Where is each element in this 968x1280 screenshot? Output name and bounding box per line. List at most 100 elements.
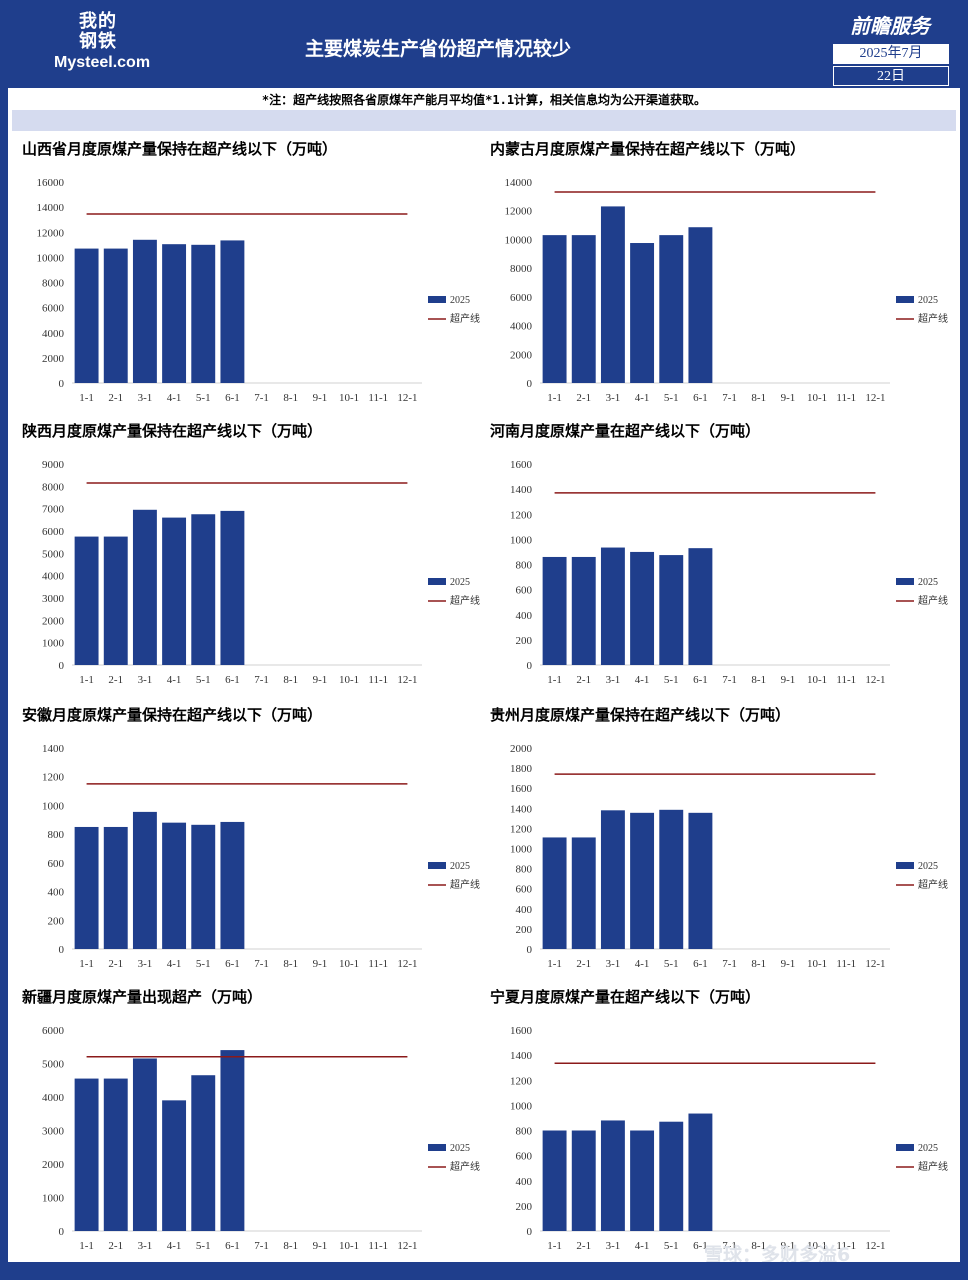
y-tick-label: 4000 [42,1092,65,1104]
y-tick-label: 10000 [505,234,533,246]
y-tick-label: 1000 [510,844,533,856]
y-tick-label: 800 [516,560,533,572]
x-tick-label: 5-1 [196,392,211,404]
y-tick-label: 0 [527,944,533,956]
chart-panel-xinjiang: 新疆月度原煤产量出现超产（万吨） 0 1000 2000 3000 4000 5000 600… [22,988,480,1252]
bar [688,548,713,665]
bar [162,1100,187,1231]
x-tick-label: 10-1 [339,958,359,970]
x-tick-label: 1-1 [79,392,94,404]
y-tick-label: 400 [516,610,533,622]
x-tick-label: 10-1 [339,674,359,686]
x-tick-label: 9-1 [313,674,328,686]
bar [571,556,596,665]
divider-band [12,110,956,131]
x-tick-label: 11-1 [836,392,856,404]
legend-label: 超产线 [450,878,480,891]
x-tick-label: 5-1 [664,958,679,970]
x-tick-label: 1-1 [79,958,94,970]
x-tick-label: 4-1 [635,392,650,404]
x-tick-label: 4-1 [635,1240,650,1252]
x-tick-label: 3-1 [606,1240,621,1252]
x-tick-label: 12-1 [865,392,885,404]
legend-label: 2025 [450,295,470,306]
header-bar: 我的钢铁 Mysteel.com 主要煤炭生产省份超产情况较少 前瞻服务 202… [8,8,960,88]
bar [220,821,245,949]
x-tick-label: 1-1 [547,1240,562,1252]
y-tick-label: 1400 [510,1050,533,1062]
bar [542,556,567,665]
x-tick-label: 2-1 [108,958,123,970]
y-tick-label: 0 [527,1226,533,1238]
y-tick-label: 4000 [42,571,65,583]
page-frame: 我的钢铁 Mysteel.com 主要煤炭生产省份超产情况较少 前瞻服务 202… [8,8,960,1270]
y-tick-label: 1800 [510,763,533,775]
y-tick-label: 200 [516,1201,533,1213]
y-tick-label: 400 [516,904,533,916]
bar [542,837,567,949]
x-tick-label: 9-1 [781,958,796,970]
legend-label: 超产线 [450,1160,480,1173]
x-tick-label: 6-1 [225,1240,240,1252]
x-tick-label: 9-1 [781,674,796,686]
y-tick-label: 0 [59,944,65,956]
y-tick-label: 400 [48,887,65,899]
legend-label: 超产线 [918,312,948,325]
legend-bar-swatch [896,1144,914,1151]
x-tick-label: 3-1 [138,958,153,970]
y-tick-label: 14000 [505,177,533,189]
bar [630,551,655,665]
x-tick-label: 6-1 [693,958,708,970]
x-tick-label: 9-1 [313,1240,328,1252]
x-tick-label: 8-1 [751,958,766,970]
legend-bar-swatch [428,1144,446,1151]
legend-label: 超产线 [918,1160,948,1173]
chart-panel-inner-mongolia: 内蒙古月度原煤产量保持在超产线以下（万吨） 0 2000 4000 6000 8000 10… [490,140,948,404]
y-tick-label: 3000 [42,1126,65,1138]
x-tick-label: 11-1 [368,958,388,970]
legend-label: 2025 [450,577,470,588]
bar [132,509,157,665]
x-tick-label: 1-1 [547,674,562,686]
legend-bar-swatch [896,862,914,869]
x-tick-label: 10-1 [339,392,359,404]
x-tick-label: 12-1 [397,1240,417,1252]
y-tick-label: 1000 [42,638,65,650]
bar [659,555,684,665]
y-tick-label: 6000 [42,1025,65,1037]
bar [103,1078,128,1231]
x-tick-label: 6-1 [693,1240,708,1252]
y-tick-label: 600 [516,1151,533,1163]
chart-panel-guizhou: 贵州月度原煤产量保持在超产线以下（万吨） 0 200 400 600 800 1000 120… [490,706,948,970]
y-tick-label: 8000 [510,263,533,275]
x-tick-label: 6-1 [225,958,240,970]
x-tick-label: 3-1 [606,392,621,404]
y-tick-label: 1000 [42,1193,65,1205]
x-tick-label: 9-1 [313,958,328,970]
footnote: *注：超产线按照各省原煤年产能月平均值*1.1计算，相关信息均为公开渠道获取。 [261,93,707,107]
y-tick-label: 4000 [42,328,65,340]
bar [659,809,684,949]
bar [74,1078,99,1231]
bar [600,547,625,665]
x-tick-label: 11-1 [836,674,856,686]
bar [600,1120,625,1231]
bar [659,1121,684,1231]
y-tick-label: 8000 [42,278,65,290]
x-tick-label: 5-1 [196,958,211,970]
y-tick-label: 200 [516,635,533,647]
legend-label: 2025 [918,577,938,588]
chart-title: 山西省月度原煤产量保持在超产线以下（万吨） [22,140,337,158]
bar [162,244,187,383]
x-tick-label: 2-1 [108,674,123,686]
bar [74,826,99,949]
x-tick-label: 11-1 [836,958,856,970]
y-tick-label: 1400 [510,803,533,815]
bar [659,235,684,383]
bar [220,510,245,665]
x-tick-label: 5-1 [196,674,211,686]
chart-panel-henan: 河南月度原煤产量在超产线以下（万吨） 0 200 400 600 800 1000 1200 1… [490,422,948,686]
x-tick-label: 4-1 [167,674,182,686]
bar [600,810,625,949]
y-tick-label: 12000 [37,227,65,239]
